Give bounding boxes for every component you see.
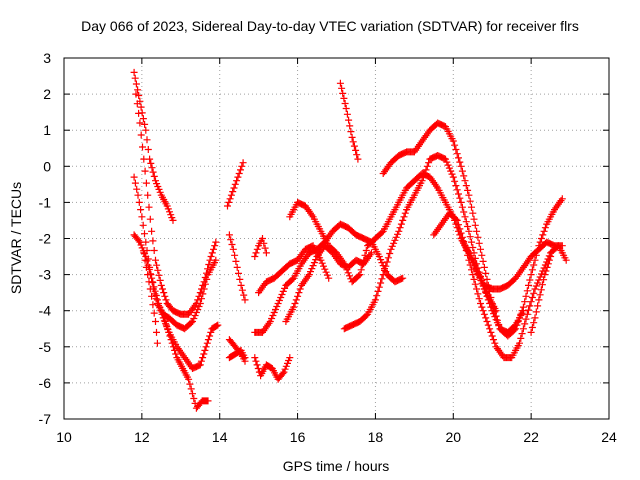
series-track-22 bbox=[527, 253, 555, 336]
series-track-11 bbox=[251, 235, 270, 260]
x-tick-label: 20 bbox=[445, 429, 461, 445]
point-markers bbox=[527, 253, 555, 336]
series-track-19 bbox=[379, 119, 566, 340]
point-markers bbox=[282, 242, 375, 325]
series-track-7 bbox=[224, 159, 247, 210]
series-track-6 bbox=[161, 318, 212, 412]
series-track-21 bbox=[457, 235, 500, 315]
y-tick-label: 3 bbox=[43, 50, 51, 66]
y-tick-label: -4 bbox=[39, 303, 52, 319]
series-track-5 bbox=[140, 249, 161, 347]
y-tick-label: -1 bbox=[39, 194, 52, 210]
y-tick-label: -7 bbox=[39, 411, 52, 427]
point-markers bbox=[255, 242, 333, 297]
series-track-10 bbox=[225, 346, 249, 362]
y-tick-label: 1 bbox=[43, 122, 51, 138]
chart-title: Day 066 of 2023, Sidereal Day-to-day VTE… bbox=[81, 18, 579, 34]
grid bbox=[64, 58, 609, 419]
y-tick-label: 0 bbox=[43, 158, 51, 174]
series-track-15 bbox=[282, 242, 375, 325]
y-tick-label: -3 bbox=[39, 267, 52, 283]
point-markers bbox=[224, 159, 247, 210]
point-markers bbox=[251, 354, 294, 383]
series-track-1 bbox=[130, 68, 177, 224]
point-markers bbox=[379, 119, 566, 340]
series-track-8 bbox=[225, 231, 249, 304]
series-track-13 bbox=[255, 242, 333, 297]
point-markers bbox=[140, 249, 161, 347]
x-axis-label: GPS time / hours bbox=[283, 458, 390, 474]
y-tick-label: -2 bbox=[39, 231, 52, 247]
y-tick-label: -6 bbox=[39, 375, 52, 391]
x-tick-label: 18 bbox=[368, 429, 384, 445]
point-markers bbox=[251, 235, 270, 260]
point-markers bbox=[457, 235, 500, 315]
y-tick-label: 2 bbox=[43, 86, 51, 102]
series-track-14 bbox=[251, 354, 294, 383]
data-points bbox=[130, 68, 570, 412]
y-axis-label: SDTVAR / TECUs bbox=[8, 182, 24, 294]
point-markers bbox=[132, 90, 220, 318]
x-tick-label: 22 bbox=[523, 429, 539, 445]
x-tick-label: 10 bbox=[56, 429, 72, 445]
y-tick-label: -5 bbox=[39, 339, 52, 355]
x-tick-label: 16 bbox=[290, 429, 306, 445]
point-markers bbox=[161, 318, 212, 412]
x-tick-label: 12 bbox=[134, 429, 150, 445]
series-track-2 bbox=[132, 90, 220, 318]
x-tick-label: 14 bbox=[212, 429, 228, 445]
point-markers bbox=[430, 209, 570, 362]
point-markers bbox=[225, 231, 249, 304]
point-markers bbox=[336, 79, 362, 163]
point-markers bbox=[130, 68, 177, 224]
series-track-20 bbox=[430, 209, 570, 362]
y-axis-tick-labels: 3 2 1 0 -1 -2 -3 -4 -5 -6 -7 bbox=[39, 50, 52, 427]
point-markers bbox=[225, 346, 249, 362]
axis-ticks bbox=[63, 57, 610, 420]
x-tick-label: 24 bbox=[601, 429, 617, 445]
x-axis-tick-labels: 10 12 14 16 18 20 22 24 bbox=[56, 429, 617, 445]
series-track-17 bbox=[336, 79, 362, 163]
